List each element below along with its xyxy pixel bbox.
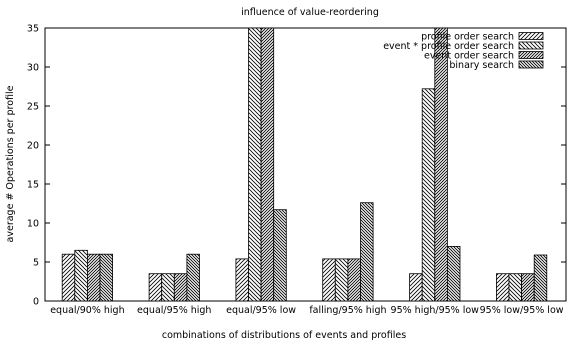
- bar-4-4: [360, 202, 374, 302]
- bar-5-1: [409, 273, 423, 302]
- bar-series: [61, 27, 548, 302]
- bar-5-2: [421, 88, 436, 302]
- x-tick-label: 95% high/95% low: [391, 305, 480, 316]
- bar-2-2: [161, 273, 175, 302]
- x-tick-label: equal/95% high: [137, 305, 211, 316]
- y-tick-label: 0: [33, 297, 39, 308]
- y-tick-label: 25: [27, 102, 39, 113]
- bar-5-4: [446, 245, 461, 302]
- plot-frame: [44, 27, 567, 302]
- bar-2-1: [148, 273, 163, 302]
- bar-1-1: [61, 253, 76, 302]
- bar-4-1: [322, 258, 336, 302]
- y-tick-label: 35: [27, 24, 39, 35]
- x-tick-label: falling/95% high: [309, 305, 386, 316]
- bar-3-3: [260, 27, 275, 302]
- bar-3-2: [248, 27, 262, 302]
- bar-4-3: [347, 258, 361, 302]
- bar-2-4: [186, 253, 200, 302]
- bar-6-3: [521, 273, 535, 302]
- y-tick-label: 5: [33, 258, 39, 269]
- bar-6-4: [533, 254, 548, 302]
- y-tick-label: 20: [27, 141, 39, 152]
- category-labels: equal/90% high equal/95% high equal/95% lo…: [50, 296, 564, 316]
- y-tick-label: 15: [27, 180, 39, 191]
- x-tick-label: equal/90% high: [50, 305, 124, 316]
- y-axis-ticks: 0 5 10 15 20 25 30 35: [27, 24, 566, 308]
- bar-3-1: [235, 258, 249, 302]
- legend-swatch: [518, 32, 544, 40]
- x-axis-label: combinations of distributions of events …: [162, 330, 406, 341]
- bar-1-4: [99, 253, 114, 302]
- y-tick-label: 30: [27, 63, 39, 74]
- chart-title: influence of value-reordering: [241, 7, 379, 18]
- bar-1-3: [87, 253, 101, 302]
- bar-2-3: [173, 273, 188, 302]
- x-tick-label: 95% low/95% low: [480, 305, 564, 316]
- bar-6-2: [508, 273, 523, 302]
- y-axis-label: average # Operations per profile: [5, 85, 16, 242]
- legend-swatch: [518, 51, 544, 59]
- legend-swatch: [518, 41, 544, 50]
- legend-swatch: [518, 60, 544, 69]
- bar-6-1: [495, 273, 510, 302]
- bar-3-4: [273, 209, 287, 302]
- x-tick-label: equal/95% low: [226, 305, 296, 316]
- legend-label: profile order search: [421, 32, 514, 43]
- bar-5-3: [434, 27, 448, 302]
- y-tick-label: 10: [27, 219, 39, 230]
- bar-1-2: [74, 249, 88, 302]
- legend-label: event order search: [424, 51, 514, 62]
- legend-label: event * profile order search: [383, 41, 514, 52]
- bar-4-2: [334, 258, 349, 302]
- legend-label: binary search: [449, 60, 514, 71]
